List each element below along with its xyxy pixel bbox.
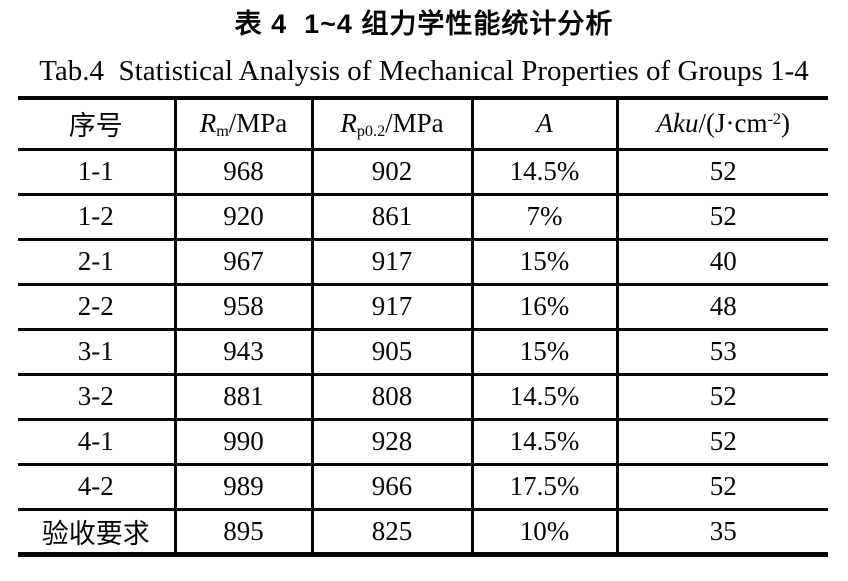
cell-serial-number: 1-1 [18, 149, 177, 196]
table-row: 3-1 943 905 15% 53 [18, 329, 828, 376]
column-header-rm-mpa: Rm/MPa [175, 98, 314, 151]
cell-impact-energy: 48 [617, 284, 828, 331]
cell-serial-number: 3-2 [18, 374, 177, 421]
table-row: 4-1 990 928 14.5% 52 [18, 419, 828, 466]
cell-impact-energy: 52 [617, 464, 828, 511]
cell-rm-mpa: 895 [175, 509, 314, 554]
cell-rp02-mpa: 917 [312, 284, 474, 331]
cell-rm-mpa: 958 [175, 284, 314, 331]
cell-elongation: 16% [472, 284, 619, 331]
cell-elongation: 15% [472, 239, 619, 286]
cell-impact-energy: 40 [617, 239, 828, 286]
cell-serial-number: 3-1 [18, 329, 177, 376]
table-row: 1-1 968 902 14.5% 52 [18, 149, 828, 196]
cell-rp02-mpa: 966 [312, 464, 474, 511]
cell-rp02-mpa: 928 [312, 419, 474, 466]
cell-impact-energy: 35 [709, 515, 737, 546]
cell-rp02-mpa: 917 [312, 239, 474, 286]
table-row: 1-2 920 861 7% 52 [18, 194, 828, 241]
cell-serial-number: 1-2 [18, 194, 177, 241]
cell-impact-energy: 52 [617, 419, 828, 466]
cell-rm-mpa: 989 [175, 464, 314, 511]
mechanical-properties-table: 序号 Rm/MPa Rp0.2/MPa A Aku/(J·cm-2) 1-1 968 902… [18, 96, 828, 557]
cell-rm-mpa: 943 [175, 329, 314, 376]
cell-rp02-mpa: 861 [312, 194, 474, 241]
cell-serial-number: 验收要求 [18, 509, 177, 554]
cell-rp02-mpa: 902 [312, 149, 474, 196]
cell-rm-mpa: 967 [175, 239, 314, 286]
cell-rp02-mpa: 905 [312, 329, 474, 376]
cell-serial-number: 2-2 [18, 284, 177, 331]
table-caption-chinese: 表 4 1~4 组力学性能统计分析 [234, 9, 614, 39]
table-row: 4-2 989 966 17.5% 52 [18, 464, 828, 511]
cell-rp02-mpa: 808 [312, 374, 474, 421]
table-row: 验收要求 895 825 10% 35 [18, 509, 828, 554]
cell-elongation: 10% [472, 509, 619, 554]
column-header-serial-number: 序号 [18, 98, 177, 151]
cell-elongation: 14.5% [472, 374, 619, 421]
cell-serial-number: 2-1 [18, 239, 177, 286]
cell-serial-number: 4-1 [18, 419, 177, 466]
cell-serial-number: 4-2 [18, 464, 177, 511]
column-header-rp02-mpa: Rp0.2/MPa [312, 98, 474, 151]
cell-rm-mpa: 881 [175, 374, 314, 421]
table-row: 2-2 958 917 16% 48 [18, 284, 828, 331]
cell-elongation: 17.5% [472, 464, 619, 511]
cell-rp02-mpa: 825 [312, 509, 474, 554]
cell-elongation: 15% [472, 329, 619, 376]
cell-impact-energy: 52 [617, 194, 828, 241]
cell-rm-mpa: 968 [175, 149, 314, 196]
table-row: 2-1 967 917 15% 40 [18, 239, 828, 286]
table-body: 1-1 968 902 14.5% 52 1-2 920 861 7% 52 2-1 967 917 15… [18, 149, 828, 554]
cell-rm-mpa: 920 [175, 194, 314, 241]
cell-rm-mpa: 990 [175, 419, 314, 466]
cell-impact-energy: 53 [617, 329, 828, 376]
column-header-elongation: A [472, 98, 619, 151]
cell-elongation: 14.5% [472, 149, 619, 196]
cell-elongation: 7% [472, 194, 619, 241]
cell-elongation: 14.5% [472, 419, 619, 466]
table-row: 3-2 881 808 14.5% 52 [18, 374, 828, 421]
header-row: 序号 Rm/MPa Rp0.2/MPa A Aku/(J·cm-2) [18, 98, 828, 151]
table-caption-english: Tab.4 Statistical Analysis of Mechanical… [39, 55, 809, 87]
cell-impact-energy: 52 [617, 149, 828, 196]
cell-impact-energy: 52 [617, 374, 828, 421]
column-header-impact-energy: Aku/(J·cm-2) [617, 98, 828, 151]
